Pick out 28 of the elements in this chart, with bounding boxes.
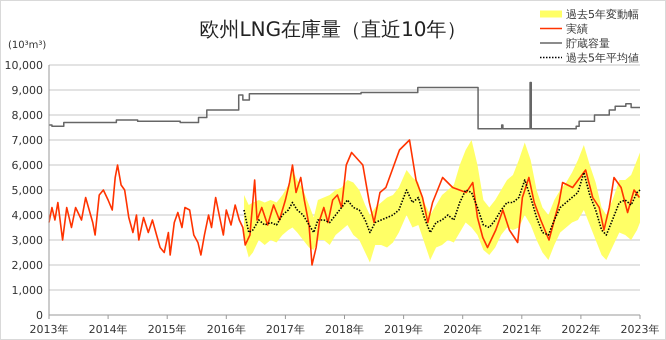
x-tick-label: 2020年 <box>443 323 482 336</box>
y-tick-label: 7,000 <box>12 134 43 147</box>
x-tick-label: 2015年 <box>148 323 187 336</box>
y-tick-label: 6,000 <box>12 159 43 172</box>
y-tick-label: 9,000 <box>12 84 43 97</box>
y-tick-label: 10,000 <box>4 59 43 72</box>
x-tick-label: 2013年 <box>30 323 68 336</box>
legend-label: 実績 <box>566 22 588 36</box>
x-tick-label: 2023年 <box>620 323 660 336</box>
x-tick-label: 2021年 <box>502 323 542 336</box>
y-tick-label: 4,000 <box>12 209 43 222</box>
y-tick-label: 3,000 <box>12 234 43 247</box>
x-tick-label: 2016年 <box>206 323 246 336</box>
x-tick-label: 2017年 <box>266 323 305 336</box>
x-tick-label: 2018年 <box>325 323 364 336</box>
x-tick-label: 2022年 <box>561 323 600 336</box>
y-tick-label: 5,000 <box>12 184 43 197</box>
y-tick-label: 2,000 <box>12 259 43 272</box>
chart-title: 欧州LNG在庫量（直近10年） <box>199 17 467 41</box>
y-axis-title: (10³m³) <box>8 40 46 51</box>
x-tick-label: 2014年 <box>88 323 128 336</box>
y-tick-label: 0 <box>36 309 43 322</box>
legend-label: 過去5年変動幅 <box>566 8 639 21</box>
legend-label: 過去5年平均値 <box>566 52 639 64</box>
y-tick-label: 8,000 <box>12 109 43 122</box>
y-tick-label: 1,000 <box>12 284 43 297</box>
legend-label: 貯蔵容量 <box>566 37 610 50</box>
x-tick-label: 2019年 <box>384 323 424 336</box>
